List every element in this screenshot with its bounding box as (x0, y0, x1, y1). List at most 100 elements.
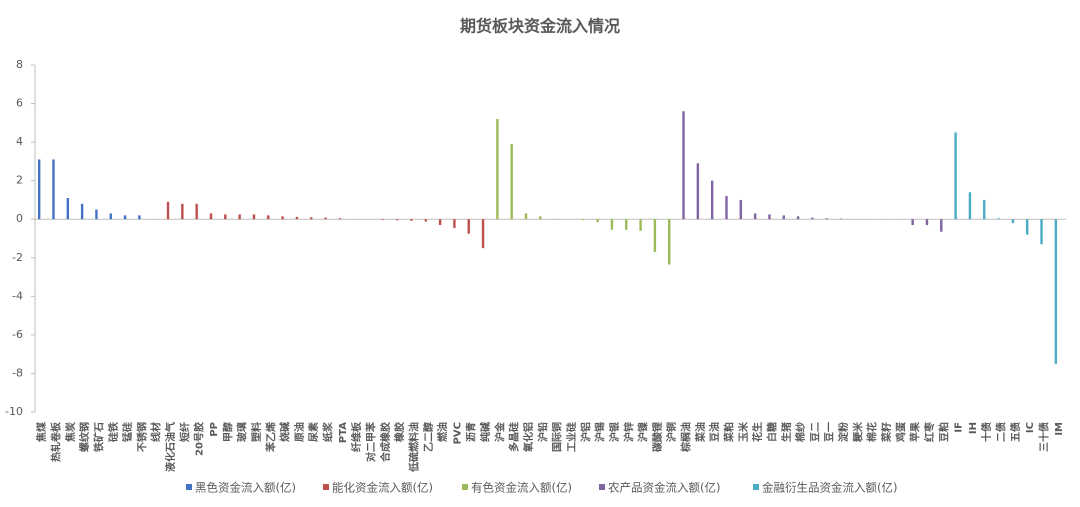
x-tick-label: 沪锌 (622, 422, 635, 442)
x-tick-label: PVC (452, 422, 463, 444)
bar (238, 214, 241, 220)
bar (796, 216, 800, 220)
bar (224, 214, 227, 220)
x-tick-label: 菜油 (694, 422, 707, 443)
chart-title: 期货板块资金流入情况 (460, 17, 620, 36)
bar (209, 213, 213, 220)
bar (940, 219, 943, 232)
x-tick-label: 烧碱 (279, 422, 292, 442)
bar (1011, 219, 1015, 224)
legend-swatch (462, 484, 468, 490)
bar (625, 219, 628, 230)
y-tick-label: -2 (12, 251, 23, 264)
x-tick-label: 纸浆 (322, 421, 335, 442)
x-tick-label: 十债 (980, 422, 993, 442)
x-tick-label: 氧化铝 (522, 422, 535, 453)
x-tick-label: 生猪 (780, 422, 793, 442)
legend-label: 农产品资金流入额(亿) (608, 481, 720, 495)
bar (639, 219, 642, 231)
x-tick-label: 棉纱 (794, 422, 807, 442)
x-tick-label: 沪铅 (536, 422, 549, 442)
x-tick-label: 硅铁 (107, 422, 120, 442)
bar (753, 213, 757, 220)
bar (267, 215, 270, 220)
bar (1026, 219, 1029, 235)
x-tick-label: PP (209, 422, 220, 437)
bar (696, 163, 700, 220)
bar (295, 216, 299, 220)
bar (825, 218, 828, 220)
y-tick-label: 0 (16, 212, 23, 225)
x-tick-label: IM (1054, 422, 1065, 436)
x-tick-label: 粳米 (851, 421, 864, 443)
legend-label: 能化资金流入额(亿) (332, 481, 433, 495)
bar (839, 218, 843, 220)
bar (453, 219, 456, 228)
x-tick-label: 线材 (150, 422, 163, 442)
x-tick-label: 短纤 (178, 422, 191, 442)
legend-label: 金融衍生品资金流入额(亿) (762, 481, 897, 495)
x-tick-label: 铁矿石 (92, 422, 105, 452)
bar (782, 215, 785, 220)
y-tick-label: 2 (16, 174, 23, 187)
x-tick-label: 不锈钢 (135, 422, 148, 452)
bar (596, 219, 599, 223)
y-tick-label: 4 (16, 135, 23, 148)
x-tick-label: 合成橡胶 (379, 422, 392, 463)
bar (310, 217, 313, 220)
x-tick-label: IF (954, 422, 965, 433)
bar (181, 203, 184, 220)
x-tick-label: 豆油 (708, 422, 721, 442)
x-tick-label: 玻璃 (236, 422, 249, 442)
bar (524, 213, 528, 220)
bar (252, 214, 256, 220)
bar (324, 217, 327, 220)
bar (52, 159, 55, 220)
x-tick-label: IC (1025, 422, 1036, 433)
x-tick-label: 锰硅 (121, 422, 134, 442)
x-tick-label: 苯乙烯 (264, 422, 277, 453)
bar (911, 219, 914, 226)
x-tick-label: 沪铜 (665, 422, 678, 442)
x-tick-label: 焦煤 (35, 422, 48, 443)
x-tick-label: 甲醇 (221, 422, 234, 442)
x-tick-label: 尿素 (307, 422, 320, 442)
x-tick-label: 多晶硅 (508, 422, 521, 452)
bar (66, 198, 69, 220)
x-tick-label: 碳酸锂 (651, 422, 664, 452)
legend-label: 有色资金流入额(亿) (471, 481, 572, 495)
x-tick-label: 20号胶 (193, 422, 206, 456)
x-tick-label: PTA (338, 422, 349, 443)
y-tick-label: 8 (16, 58, 23, 71)
bar (395, 219, 399, 221)
x-tick-label: 花生 (751, 422, 764, 442)
x-tick-label: 棉花 (866, 422, 879, 442)
bar (539, 216, 542, 220)
bar (925, 219, 929, 226)
x-tick-label: 液化石油气 (164, 422, 177, 472)
y-tick-label: -8 (12, 366, 23, 379)
x-tick-label: 沪铝 (579, 422, 592, 442)
bar (653, 219, 657, 252)
x-tick-label: 塑料 (250, 422, 263, 442)
legend-swatch (753, 484, 759, 490)
bar (281, 216, 284, 220)
x-tick-label: 焦炭 (64, 422, 77, 443)
x-tick-label: 原油 (293, 422, 306, 442)
x-tick-label: 白糖 (765, 422, 778, 442)
y-tick-label: -6 (12, 328, 23, 341)
x-tick-label: 红枣 (923, 421, 936, 442)
bar (123, 215, 127, 220)
x-tick-label: 豆二 (809, 422, 821, 442)
bar (109, 213, 112, 220)
bar (1054, 219, 1058, 364)
legend-label: 黑色资金流入额(亿) (195, 481, 296, 495)
bar (983, 199, 986, 220)
x-tick-label: 乙二醇 (422, 422, 435, 452)
x-tick-label: 沪银 (608, 421, 621, 442)
bar (80, 203, 84, 220)
bar (997, 218, 1000, 220)
x-tick-label: 低硫燃料油 (407, 422, 420, 473)
x-tick-label: 棕榈油 (680, 422, 693, 453)
bar (725, 196, 728, 220)
